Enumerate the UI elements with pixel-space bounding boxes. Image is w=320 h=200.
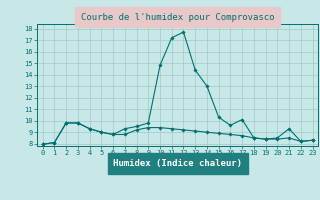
Title: Courbe de l'humidex pour Comprovasco: Courbe de l'humidex pour Comprovasco bbox=[81, 13, 274, 22]
X-axis label: Humidex (Indice chaleur): Humidex (Indice chaleur) bbox=[113, 159, 242, 168]
